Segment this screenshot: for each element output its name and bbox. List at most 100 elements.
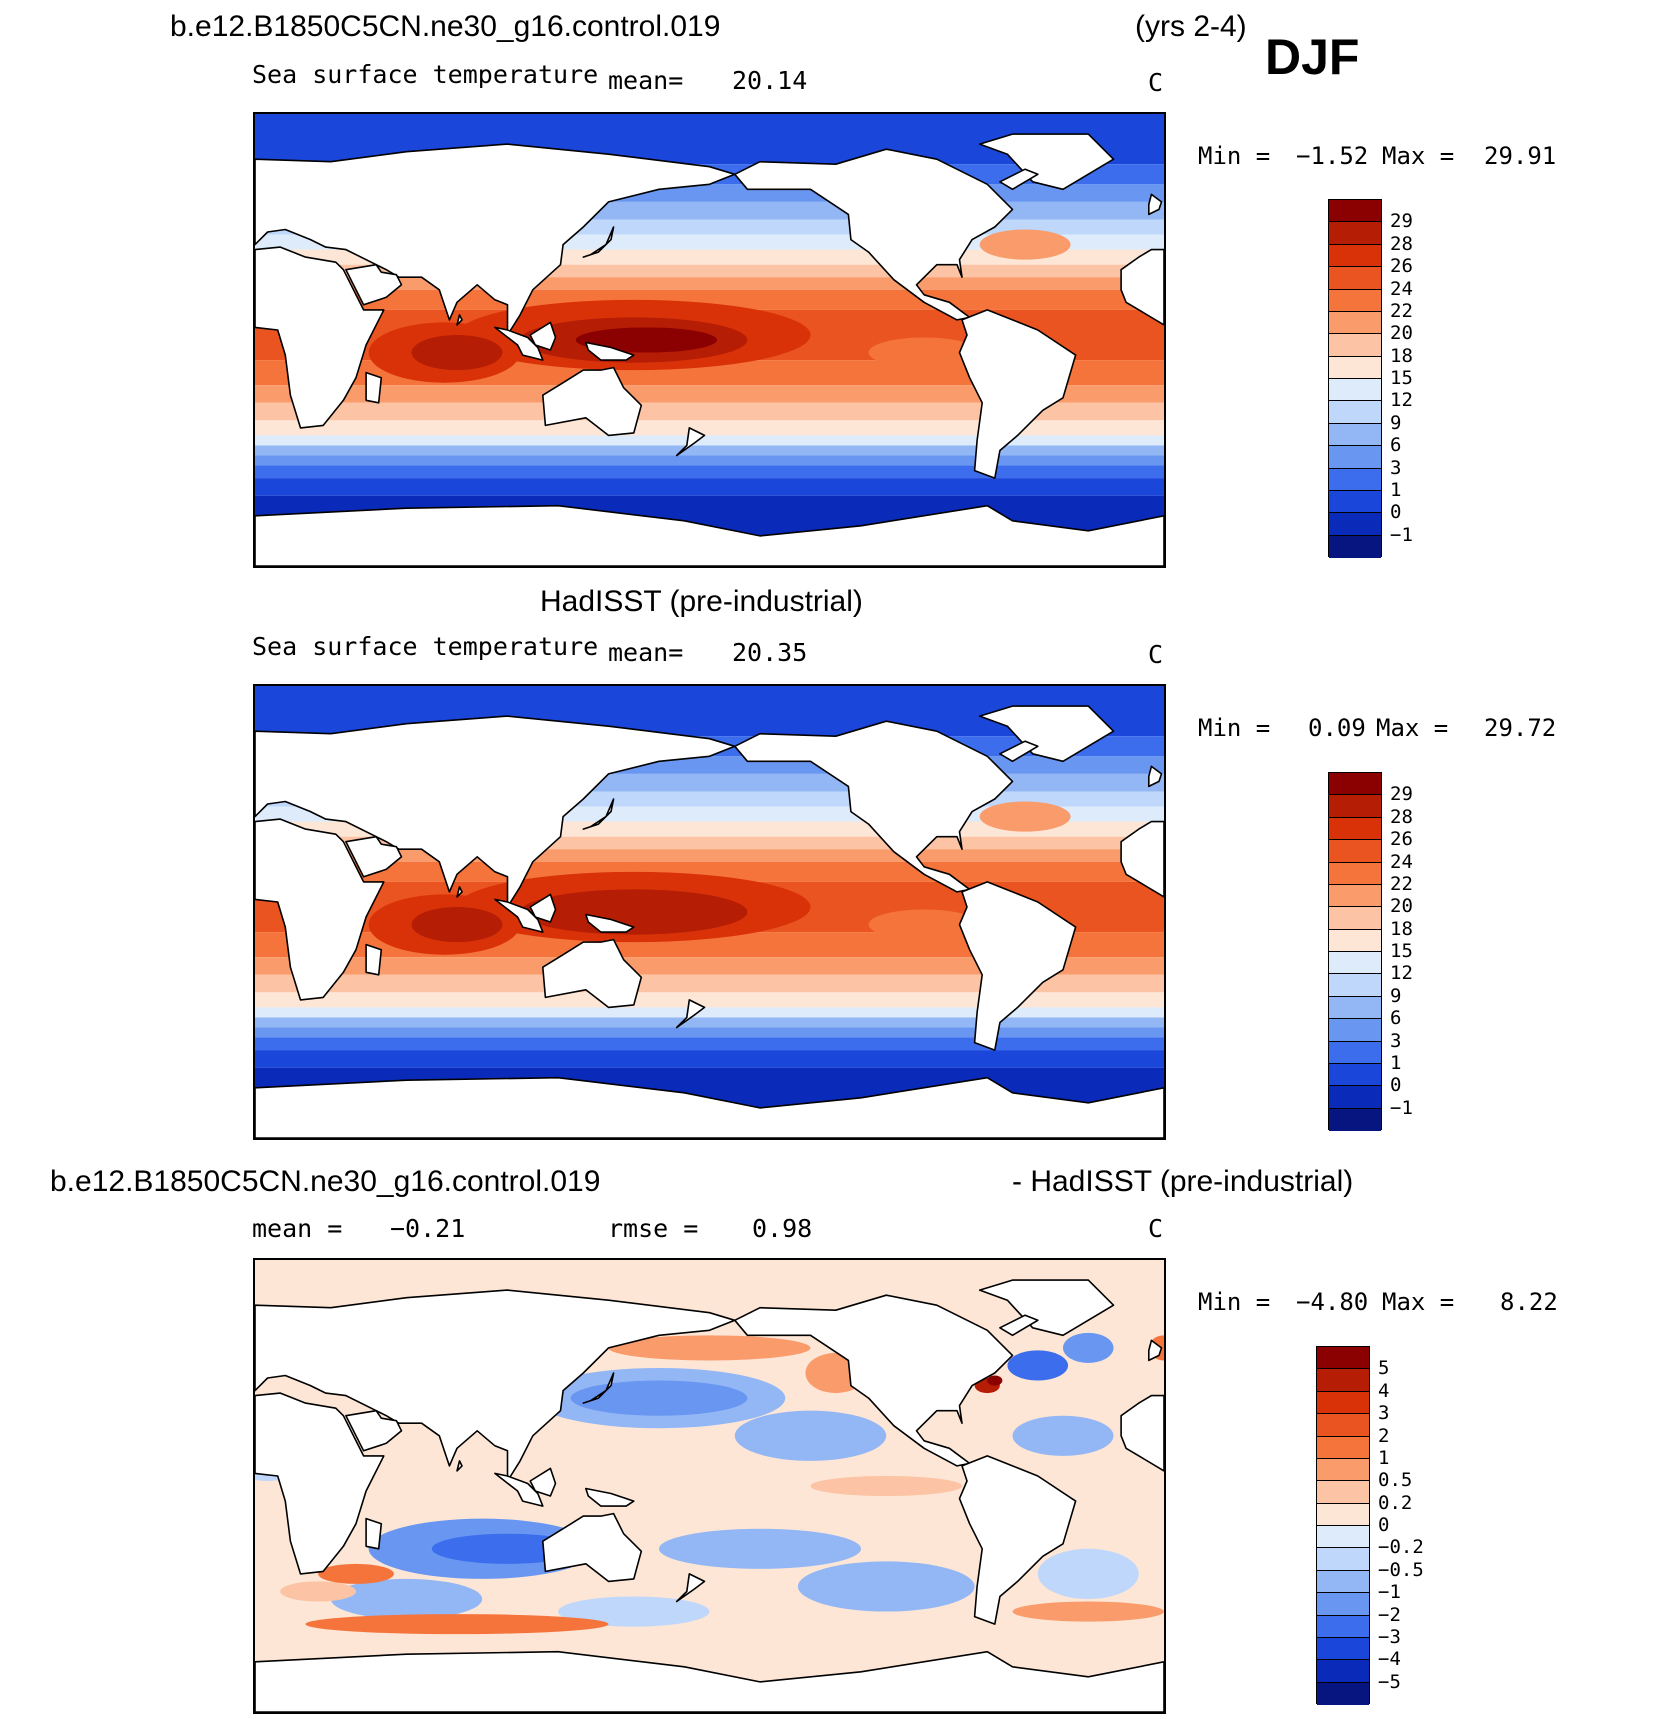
colorbar-swatch [1329,884,1381,908]
field-blob [280,1581,356,1602]
coastline [734,148,1014,321]
colorbar-swatch [1317,1503,1369,1526]
coastline [582,798,615,830]
panel-obs-map-plot [255,686,1164,1138]
field-blob [868,337,980,368]
field-blob [318,1563,394,1584]
coastline [255,1392,385,1575]
field-blob [575,327,718,353]
colorbar-swatch [1329,490,1381,514]
coastline [456,886,463,898]
coastline [1148,193,1163,216]
colorbar-tick-label: 15 [1390,367,1413,389]
coastline [1120,248,1164,326]
colorbar-swatch [1329,1063,1381,1087]
coastline [494,326,544,361]
coastline [958,881,1077,1051]
colorbar-swatch [1329,446,1381,469]
field-band [255,957,1164,975]
coastline [456,1460,463,1472]
colorbar-tick-label: −1 [1390,1096,1413,1119]
field-band [255,445,1164,456]
coastline [456,314,463,326]
coastline [1120,1394,1164,1472]
panel-model-variable: Sea surface temperature [252,60,599,89]
panel-obs-max-value: 29.72 [1484,714,1557,742]
coastline [345,263,403,306]
field-blob [979,229,1071,260]
panel-model-max-label: Max = [1382,142,1455,170]
coastline [978,705,1115,763]
panel-obs-colorbar [1328,772,1382,1131]
colorbar-tick-label: 26 [1390,828,1413,851]
field-band [255,1050,1164,1068]
colorbar-tick-label: 5 [1378,1357,1390,1380]
field-band [255,1027,1164,1038]
coastline [958,309,1077,479]
field-band [255,1007,1164,1018]
colorbar-tick-label: −0.5 [1378,1558,1424,1581]
colorbar-swatch [1329,379,1381,402]
coastline [542,1512,643,1583]
colorbar-swatch [1317,1570,1369,1594]
field-blob [1012,1601,1164,1622]
colorbar-tick-label: 24 [1390,277,1413,300]
coastline [255,818,385,1001]
field-blob [646,1450,773,1471]
colorbar-tick-label: 20 [1390,895,1413,918]
field-blob [868,909,980,940]
panel-obs-min-value: 0.09 [1308,714,1366,742]
field-band [255,478,1164,496]
coastline [675,1573,706,1603]
colorbar-swatch [1329,1086,1381,1109]
colorbar-tick-label: 1 [1390,478,1402,501]
colorbar-swatch [1317,1637,1369,1661]
coastline [529,893,557,923]
field-blob [659,1528,861,1569]
field-blob [1012,1415,1114,1456]
panel-diff-min-value: −4.80 [1296,1288,1369,1316]
panel-diff-mean-value: −0.21 [390,1214,466,1243]
colorbar-tick-label: −1 [1390,523,1413,546]
colorbar-swatch [1317,1481,1369,1504]
colorbar-swatch [1329,1041,1381,1064]
panel-diff-units: C [1148,1214,1164,1243]
coastline [529,1467,557,1497]
coastline [978,1279,1115,1337]
field-band [255,974,1164,993]
colorbar-swatch [1329,289,1381,312]
years-label: (yrs 2-4) [1135,10,1247,43]
coastline [255,504,1164,566]
colorbar-tick-label: 2 [1378,1424,1390,1447]
coastline [582,226,615,258]
colorbar-swatch [1317,1682,1369,1705]
panel-diff-max-value: 8.22 [1500,1288,1558,1316]
field-band [255,402,1164,421]
colorbar-tick-label: 3 [1390,1029,1402,1052]
coastline [585,913,635,933]
field-blob [797,1561,975,1612]
coastline [999,168,1039,191]
coastline [255,246,385,429]
coastline [542,938,643,1009]
colorbar-tick-label: 12 [1390,962,1413,985]
panel-diff-rmse-value: 0.98 [752,1214,813,1243]
colorbar-tick-label: 15 [1390,940,1413,962]
colorbar-tick-label: −2 [1378,1603,1401,1626]
panel-obs-min-label: Min = [1198,714,1271,742]
field-blob [411,906,503,943]
coastline [255,1650,1164,1712]
field-band [255,992,1164,1008]
panel-obs-max-label: Max = [1376,714,1449,742]
colorbar-swatch [1329,1108,1381,1131]
colorbar-tick-label: 9 [1390,984,1402,1007]
panel-diff-mean-label: mean = [252,1214,343,1243]
colorbar-swatch [1329,952,1381,975]
panel-diff-max-label: Max = [1382,1288,1455,1316]
panel-diff-rmse-label: rmse = [608,1214,699,1243]
colorbar-tick-label: 24 [1390,850,1413,873]
colorbar-tick-label: 4 [1378,1379,1390,1402]
colorbar-tick-label: 28 [1390,232,1413,255]
coastline [582,1372,615,1404]
field-blob [330,1578,483,1620]
